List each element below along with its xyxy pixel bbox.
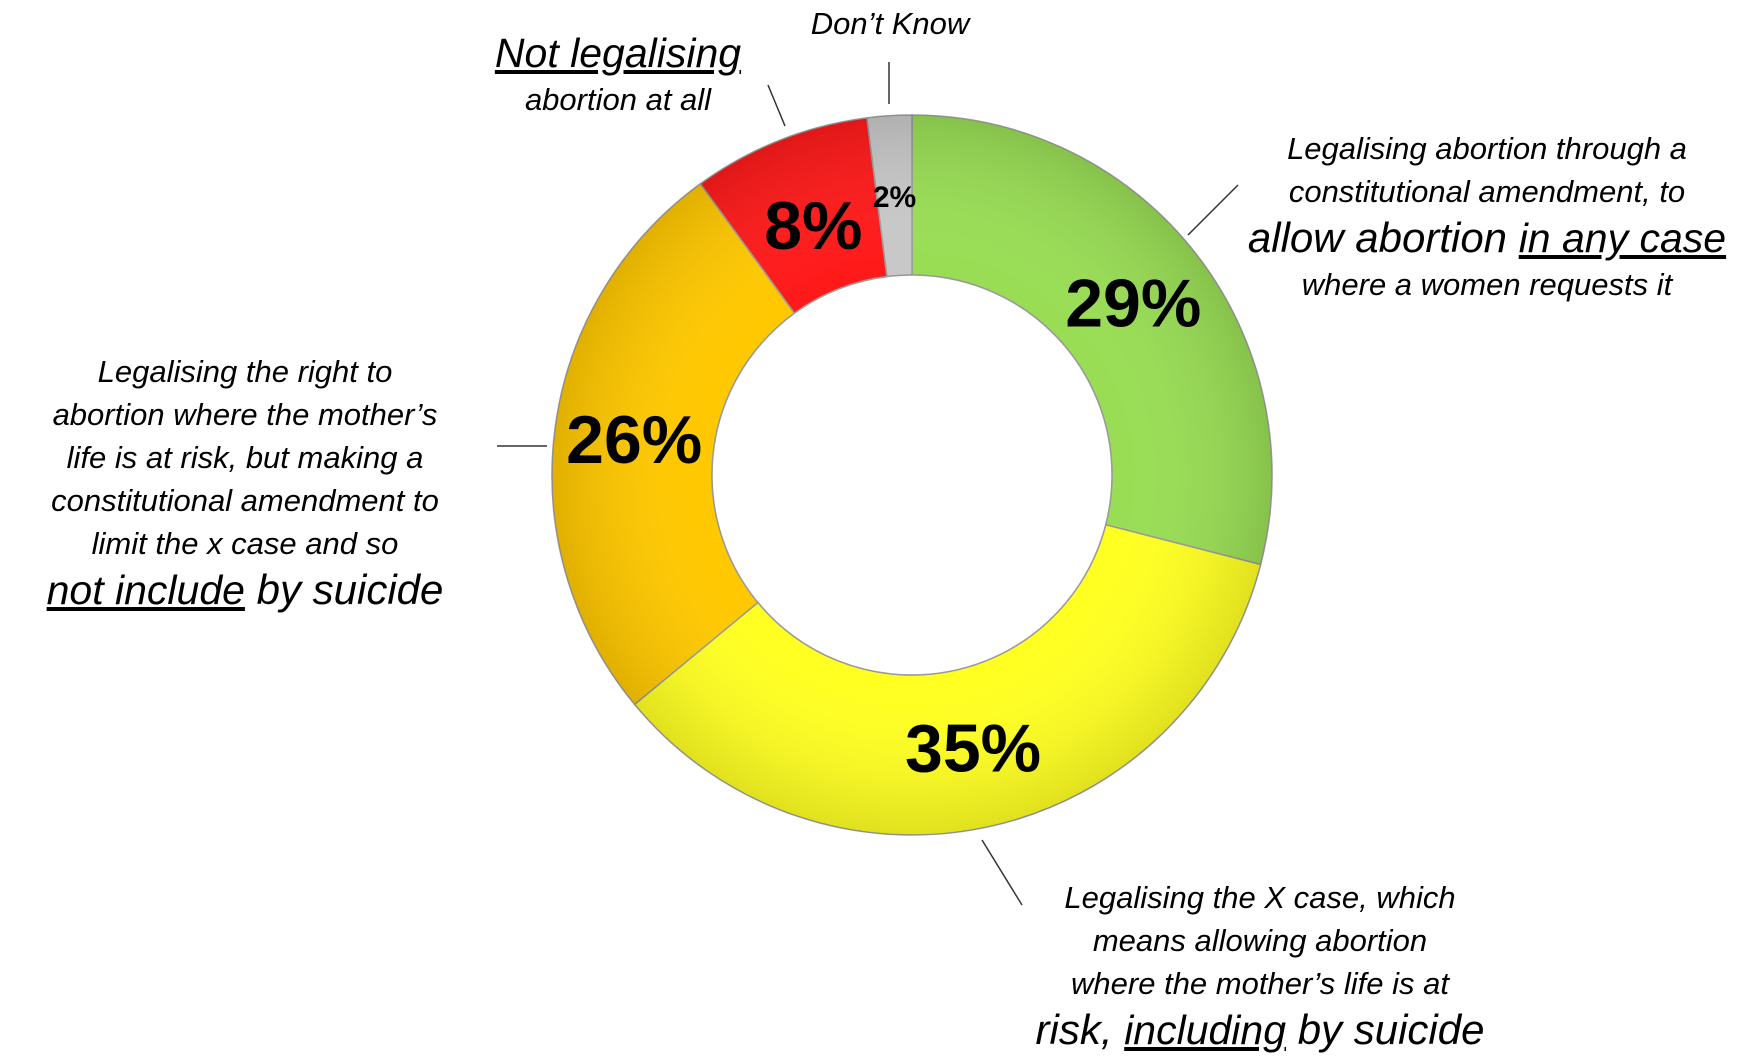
value-label-limit: 26% [566,402,702,478]
leader-line-not-legal [767,84,786,127]
leader-line-any-case [1187,184,1239,236]
label-any-case: Legalising abortion through a constituti… [1247,131,1727,302]
label-not-legal: Not legalising abortion at all [494,30,742,117]
value-label-dont-know: 2% [873,181,916,214]
value-label-not-legal: 8% [764,188,862,264]
value-label-x-case: 35% [905,710,1041,786]
donut-hole [711,274,1113,676]
leader-line-x-case [981,839,1023,906]
value-label-any-case: 29% [1065,265,1201,341]
label-limit: Legalising the right to abortion where t… [46,354,444,613]
label-dont-know: Don’t Know [810,6,970,41]
label-x-case: Legalising the X case, which means allow… [1035,880,1485,1053]
